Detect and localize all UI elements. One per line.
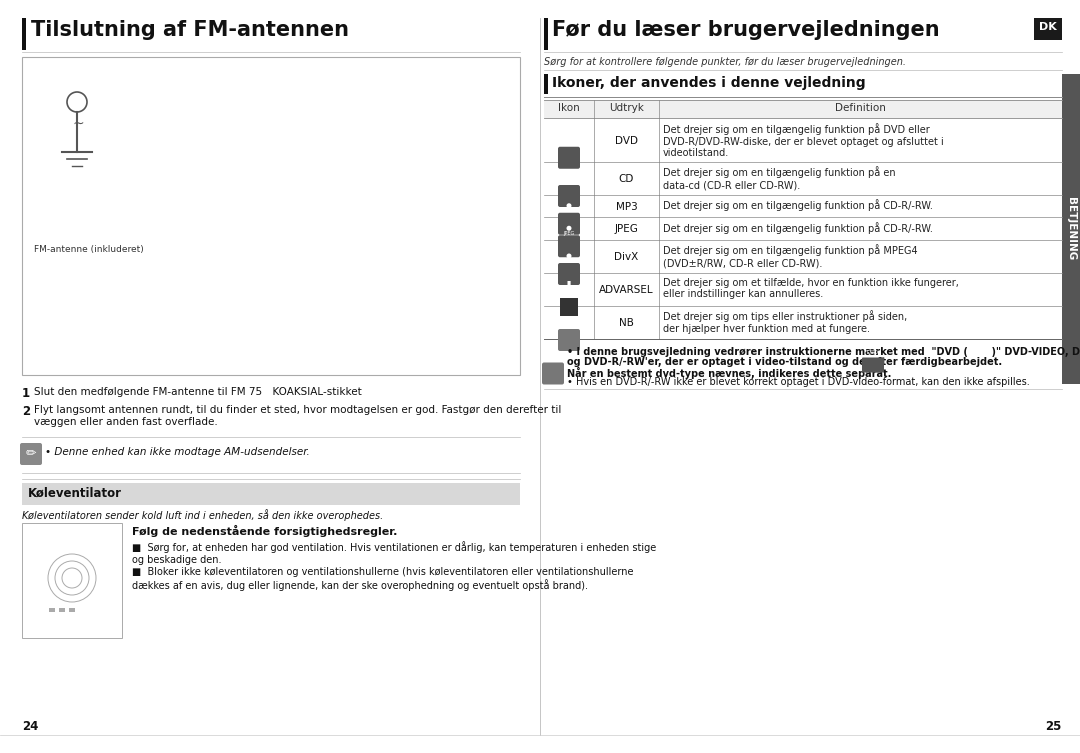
Text: Flyt langsomt antennen rundt, til du finder et sted, hvor modtagelsen er god. Fa: Flyt langsomt antennen rundt, til du fin… (33, 405, 562, 427)
FancyBboxPatch shape (862, 358, 885, 373)
Text: 25: 25 (1045, 720, 1062, 733)
Text: 1: 1 (22, 387, 30, 400)
Text: DVD: DVD (867, 349, 879, 355)
Bar (1034, 18, 1062, 40)
Text: ■  Bloker ikke køleventilatoren og ventilationshullerne (hvis køleventilatoren e: ■ Bloker ikke køleventilatoren og ventil… (132, 567, 634, 591)
Bar (22, 57, 519, 375)
Text: Ikoner, der anvendes i denne vejledning: Ikoner, der anvendes i denne vejledning (552, 76, 866, 90)
Text: Tilslutning af FM-antennen: Tilslutning af FM-antennen (31, 20, 349, 40)
Text: Det drejer sig om et tilfælde, hvor en funktion ikke fungerer,
eller indstilling: Det drejer sig om et tilfælde, hvor en f… (663, 278, 959, 299)
Text: DivX: DivX (615, 252, 638, 262)
Circle shape (567, 175, 571, 181)
Bar (1062, 74, 1080, 383)
Text: Slut den medfølgende FM-antenne til FM 75 KOAKSIAL-stikket: Slut den medfølgende FM-antenne til FM 7… (33, 387, 362, 397)
Text: Køleventilatoren sender kold luft ind i enheden, så den ikke overophedes.: Køleventilatoren sender kold luft ind i … (22, 509, 383, 521)
FancyBboxPatch shape (558, 263, 580, 285)
Text: • I denne brugsvejledning vedrører instruktionerne mærket med  "DVD (       )" D: • I denne brugsvejledning vedrører instr… (567, 346, 1080, 356)
Text: Ikon: Ikon (558, 103, 580, 113)
Bar (22, 18, 26, 50)
FancyBboxPatch shape (542, 362, 564, 385)
Text: Det drejer sig om en tilgængelig funktion på en
data-cd (CD-R eller CD-RW).: Det drejer sig om en tilgængelig funktio… (663, 166, 895, 190)
Text: 2: 2 (22, 405, 30, 418)
Text: DVD: DVD (615, 136, 638, 146)
Bar (561, 298, 578, 316)
Bar (544, 18, 548, 50)
Text: ■  Sørg for, at enheden har god ventilation. Hvis ventilationen er dårlig, kan t: ■ Sørg for, at enheden har god ventilati… (132, 541, 657, 565)
Text: Køleventilator: Køleventilator (28, 487, 122, 500)
Text: Det drejer sig om en tilgængelig funktion på CD-R/-RW.: Det drejer sig om en tilgængelig funktio… (663, 200, 933, 212)
Text: Udtryk: Udtryk (609, 103, 644, 113)
Text: CD: CD (619, 174, 634, 184)
Text: Det drejer sig om en tilgængelig funktion på CD-R/-RW.: Det drejer sig om en tilgængelig funktio… (663, 222, 933, 234)
Bar (49, 608, 55, 612)
Text: DivX: DivX (564, 258, 575, 264)
Bar (544, 74, 548, 94)
Text: Følg de nedenstående forsigtighedsregler.: Følg de nedenstående forsigtighedsregler… (132, 525, 397, 537)
Text: Det drejer sig om en tilgængelig funktion på DVD eller
DVD-R/DVD-RW-diske, der e: Det drejer sig om en tilgængelig funktio… (663, 123, 944, 158)
FancyBboxPatch shape (558, 185, 580, 207)
FancyBboxPatch shape (558, 329, 580, 351)
Circle shape (567, 137, 571, 142)
Text: DVD: DVD (564, 142, 575, 148)
Text: Sørg for at kontrollere følgende punkter, før du læser brugervejledningen.: Sørg for at kontrollere følgende punkter… (544, 57, 906, 67)
Circle shape (567, 226, 571, 230)
Text: • Hvis en DVD-R/-RW ikke er blevet korrekt optaget i DVD-video-format, kan den i: • Hvis en DVD-R/-RW ikke er blevet korre… (567, 376, 1029, 386)
Text: JPEG: JPEG (564, 230, 575, 236)
Text: Før du læser brugervejledningen: Før du læser brugervejledningen (552, 20, 940, 40)
Circle shape (567, 254, 571, 258)
Text: !: ! (565, 280, 573, 298)
Text: Det drejer sig om tips eller instruktioner på siden,
der hjælper hver funktion m: Det drejer sig om tips eller instruktion… (663, 310, 907, 334)
Text: MP3: MP3 (564, 209, 575, 213)
Text: CD: CD (566, 181, 572, 185)
Bar (22, 523, 122, 638)
Text: Definition: Definition (835, 103, 886, 113)
Text: Det drejer sig om en tilgængelig funktion på MPEG4
(DVD±R/RW, CD-R eller CD-RW).: Det drejer sig om en tilgængelig funktio… (663, 245, 918, 268)
Text: ✏: ✏ (548, 349, 558, 362)
FancyBboxPatch shape (558, 213, 580, 235)
Text: MP3: MP3 (616, 202, 637, 212)
Text: ~: ~ (72, 117, 83, 131)
Bar (69, 608, 75, 612)
Bar (22, 483, 519, 505)
Text: BETJENING: BETJENING (1066, 197, 1076, 261)
Text: og DVD-R/-RW'er, der er optaget i video-tilstand og derefter færdigbearbejdet.: og DVD-R/-RW'er, der er optaget i video-… (567, 356, 1002, 367)
FancyBboxPatch shape (558, 235, 580, 258)
Bar (59, 608, 65, 612)
Text: Når en bestemt dvd-type nævnes, indikeres dette separat.: Når en bestemt dvd-type nævnes, indikere… (567, 367, 891, 379)
Text: JPEG: JPEG (615, 224, 638, 234)
Text: ✏: ✏ (26, 447, 37, 461)
Circle shape (567, 203, 571, 209)
Text: 24: 24 (22, 720, 39, 733)
Bar (544, 100, 1062, 118)
Text: FM-antenne (inkluderet): FM-antenne (inkluderet) (33, 245, 144, 254)
Text: • Denne enhed kan ikke modtage AM-udsendelser.: • Denne enhed kan ikke modtage AM-udsend… (45, 447, 310, 457)
Text: DK: DK (1039, 22, 1057, 32)
Text: ✏: ✏ (564, 316, 575, 328)
Text: NB: NB (619, 318, 634, 328)
FancyBboxPatch shape (21, 443, 42, 465)
Text: ADVARSEL: ADVARSEL (599, 285, 653, 295)
FancyBboxPatch shape (558, 147, 580, 169)
